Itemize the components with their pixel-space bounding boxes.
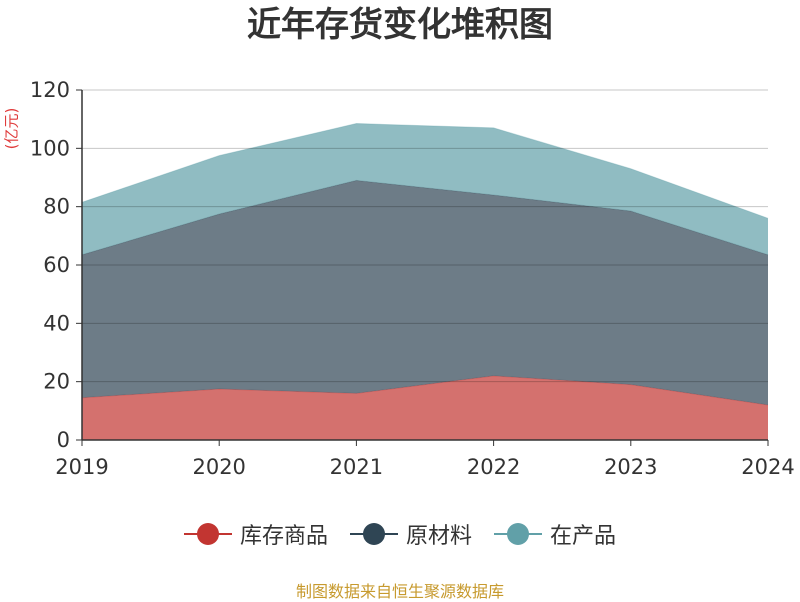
y-tick-label-80: 80	[43, 195, 70, 219]
legend: 库存商品 原材料 在产品	[0, 516, 800, 552]
y-tick-label-20: 20	[43, 370, 70, 394]
x-tick-label-2020: 2020	[192, 455, 245, 479]
legend-label: 库存商品	[239, 524, 328, 549]
x-tick-label-2023: 2023	[604, 455, 657, 479]
legend-label: 原材料	[405, 524, 472, 549]
y-tick-label-0: 0	[57, 428, 70, 452]
y-tick-label-40: 40	[43, 311, 70, 335]
data-source-note: 制图数据来自恒生聚源数据库	[295, 582, 504, 601]
line-series-3	[81, 123, 769, 219]
legend-item-3[interactable]: 在产品	[494, 518, 616, 550]
legend-item-2[interactable]: 原材料	[349, 518, 472, 550]
legend-swatch-icon	[494, 523, 542, 545]
legend-swatch-icon	[183, 523, 232, 545]
x-tick-label-2024: 2024	[741, 455, 794, 479]
x-tick-label-2021: 2021	[330, 455, 383, 479]
legend-label: 在产品	[550, 524, 617, 549]
chart-title: 近年存货变化堆积图	[247, 5, 553, 45]
area-series-3	[82, 123, 768, 255]
y-tick-label-100: 100	[30, 136, 70, 160]
legend-item-1[interactable]: 库存商品	[183, 518, 328, 550]
area-series-2	[82, 180, 768, 405]
y-tick-label-60: 60	[43, 253, 70, 277]
x-tick-label-2019: 2019	[55, 455, 108, 479]
y-tick-label-120: 120	[30, 78, 70, 102]
legend-swatch-icon	[349, 523, 398, 545]
area-series-1	[82, 375, 768, 440]
x-tick-label-2022: 2022	[467, 455, 520, 479]
